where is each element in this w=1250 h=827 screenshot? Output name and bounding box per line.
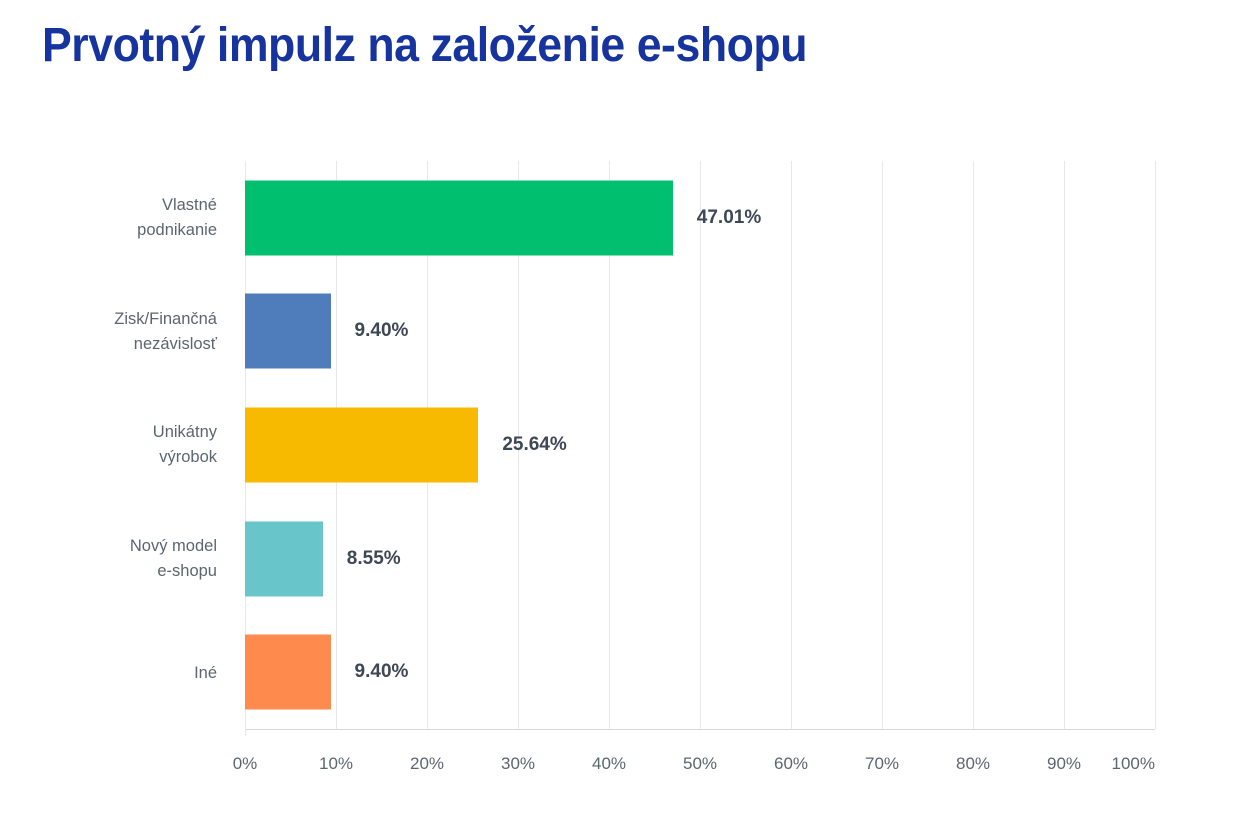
x-tick-label: 90% (1046, 754, 1082, 773)
bar (245, 180, 673, 256)
category-label: Unikátny výrobok (152, 423, 217, 467)
x-tick-label: 40% (591, 754, 627, 773)
bar (245, 634, 331, 710)
value-label: 9.40% (354, 661, 409, 683)
gridline (882, 161, 883, 729)
page-title: Prvotný impulz na založenie e-shopu (42, 18, 865, 73)
x-tick-label: 0% (232, 754, 258, 773)
gridline (791, 161, 792, 729)
gridline (518, 161, 519, 729)
gridline (700, 161, 701, 729)
x-tick-label: 30% (500, 754, 536, 773)
x-tick-label: 10% (318, 754, 354, 773)
category-label: Nový model e-shopu (129, 537, 217, 581)
gridline (973, 161, 974, 729)
bar (245, 293, 331, 369)
plot-area: 47.01% 9.40% 25.64% 8.55% 9.40% (245, 161, 1156, 736)
value-label: 25.64% (502, 434, 567, 455)
x-tick-label: 70% (864, 754, 900, 773)
page-title-text: Prvotný impulz na založenie e-shopu (42, 19, 808, 72)
x-tick-label: 50% (682, 754, 718, 773)
x-tick-label: 80% (955, 754, 991, 773)
x-tick-label: 60% (773, 754, 809, 773)
value-label: 8.55% (346, 547, 401, 569)
x-axis: 0% 10% 20% 30% 40% 50% 60% 70% 80% 90% 100% (233, 744, 1155, 784)
x-tick-label: 20% (409, 754, 445, 773)
value-label: 47.01% (696, 206, 762, 228)
x-tick-label: 100% (1111, 754, 1155, 773)
category-label: Iné (194, 663, 217, 682)
bar (245, 521, 323, 597)
gridline (609, 161, 610, 729)
category-label: Vlastné podnikanie (137, 195, 217, 239)
value-label: 9.40% (354, 320, 409, 342)
category-label: Zisk/Finančná nezávislosť (114, 309, 217, 353)
category-labels: Vlastné podnikanie Zisk/Finančná nezávisl… (0, 161, 231, 730)
bar (245, 407, 479, 483)
gridline (1155, 161, 1156, 729)
gridline (1064, 161, 1065, 729)
